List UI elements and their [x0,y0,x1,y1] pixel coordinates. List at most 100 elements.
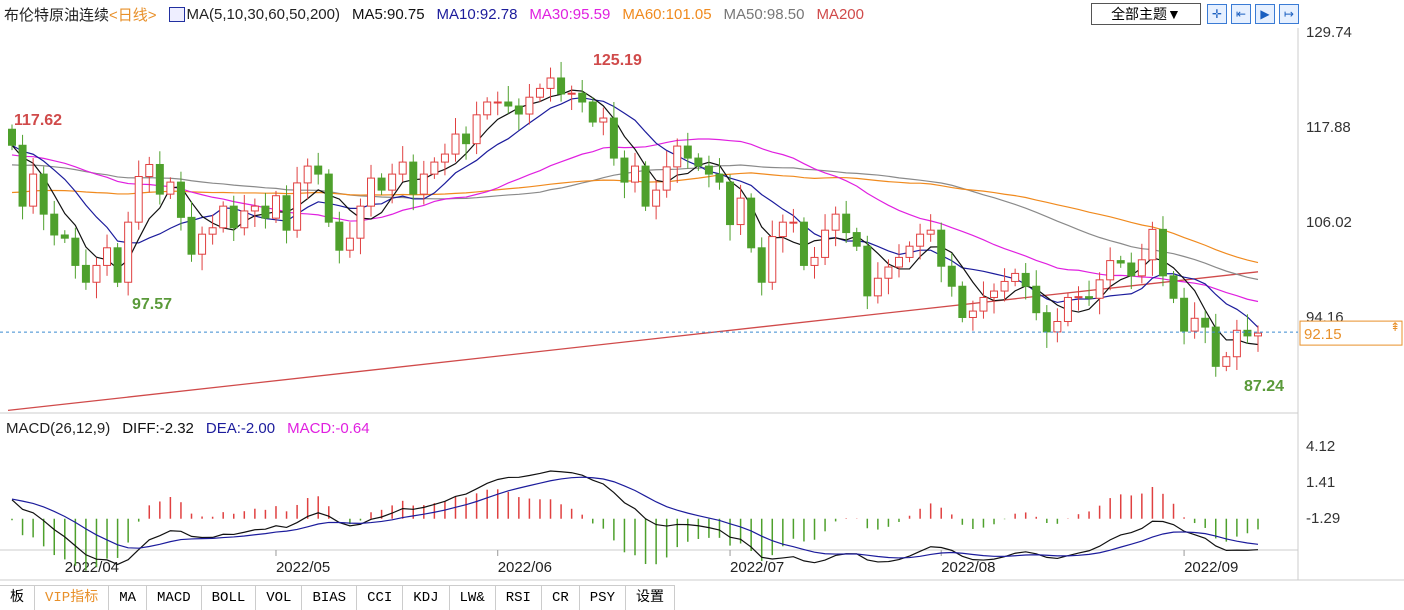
candle-body [314,165,323,175]
candle-body [831,213,840,231]
macd-tick-label: 1.41 [1306,474,1335,491]
candle-body [39,173,48,215]
candle-body [451,133,460,155]
candle-body [747,197,756,249]
chart-header: 布伦特原油连续 <日线> MA(5,10,30,60,50,200) MA5:9… [4,4,864,25]
candle-body [1074,296,1083,299]
tab-board[interactable]: 板 [0,586,35,610]
candle-body [229,205,238,229]
zoom-in-icon[interactable]: ⇤ [1231,4,1251,24]
candle-body [29,173,38,207]
candle-body [1211,326,1220,367]
tab-rsi[interactable]: RSI [495,586,542,610]
candle-body [155,163,164,195]
candle-body [546,77,555,89]
candle-body [377,177,386,191]
tab-cci[interactable]: CCI [357,586,404,610]
candle-body [631,165,639,183]
candle-body [620,157,629,183]
candle-body [873,277,882,297]
ma200-value: MA200 [816,6,864,23]
candle-body [71,237,80,266]
candle-body [1254,332,1262,337]
tab-psy[interactable]: PSY [579,586,626,610]
candle-body [208,227,217,235]
tab-kdj[interactable]: KDJ [403,586,450,610]
macd-diff: DIFF:-2.32 [122,420,194,437]
candle-body [462,133,471,145]
period-label[interactable]: <日线> [109,7,157,24]
candle-body [335,221,344,251]
candle-body [916,233,925,247]
candle-body [715,173,724,183]
candle-body [472,114,481,145]
candle-body [134,176,143,223]
candle-body [419,173,428,195]
candle-body [440,153,449,163]
candle-body [388,173,397,191]
candle-body [1095,279,1104,299]
high-label: 125.19 [593,52,642,69]
ma30-line [11,138,1259,303]
candle-body [271,195,280,219]
candle-body [884,266,893,279]
ma60-value: MA60:101.05 [622,6,712,23]
candle-body [652,189,661,207]
candle-body [694,157,703,167]
tab-settings[interactable]: 设置 [625,586,675,610]
ma-indicator-icon[interactable] [168,7,185,22]
candle-body [409,161,418,195]
candle-body [789,221,798,224]
candle-body [430,161,439,175]
macd-value: MACD:-0.64 [287,420,370,437]
candle-body [726,181,735,226]
tab-vip[interactable]: VIP指标 [35,586,110,610]
candle-body [799,221,808,266]
instrument-title: 布伦特原油连续 [4,7,110,24]
candle-body [1180,297,1189,332]
candle-body [768,236,777,283]
tab-bias[interactable]: BIAS [302,586,358,610]
candle-body [863,245,872,297]
candle-body [1032,285,1041,314]
indicator-tabs: 板 VIP指标 MA MACD BOLL VOL BIAS CCI KDJ LW… [0,585,675,610]
tab-boll[interactable]: BOLL [201,586,257,610]
candle-body [842,213,851,234]
candle-body [18,144,27,207]
tab-vol[interactable]: VOL [256,586,303,610]
date-tick-label: 2022/06 [498,559,552,576]
candle-body [1116,260,1125,264]
candle-body [525,96,534,115]
candle-body [990,290,999,298]
tab-macd[interactable]: MACD [147,586,202,610]
tab-cr[interactable]: CR [541,586,580,610]
candle-body [578,92,587,103]
candle-body [81,264,90,283]
current-price-box [1299,320,1403,346]
tab-ma[interactable]: MA [109,586,148,610]
candle-body [282,195,291,231]
price-tick-label: 106.02 [1306,214,1352,231]
candle-body [1137,259,1146,277]
macd-header: MACD(26,12,9) DIFF:-2.32 DEA:-2.00 MACD:… [6,420,370,437]
candle-body [293,182,302,231]
candle-body [113,247,122,283]
candle-body [567,92,576,95]
theme-dropdown[interactable]: 全部主题▼ [1091,3,1201,25]
tab-lw[interactable]: LW& [449,586,496,610]
candle-body [1021,272,1030,287]
candle-body [609,117,618,159]
candle-body [757,247,766,283]
candle-body [514,105,523,115]
ma50-value: MA50:98.50 [723,6,805,23]
crosshair-icon[interactable]: ✛ [1207,4,1227,24]
price-tick-label: 117.88 [1306,119,1351,136]
candle-body [166,181,175,195]
candle-body [894,256,903,268]
zoom-out-icon[interactable]: ▶ [1255,4,1275,24]
candle-body [1148,228,1157,261]
candle-body [176,181,185,218]
ma5-value: MA5:90.75 [351,6,425,23]
candlestick-chart[interactable]: 129.74117.88106.0294.164.121.41-1.292022… [0,0,1404,585]
scroll-right-icon[interactable]: ↦ [1279,4,1299,24]
